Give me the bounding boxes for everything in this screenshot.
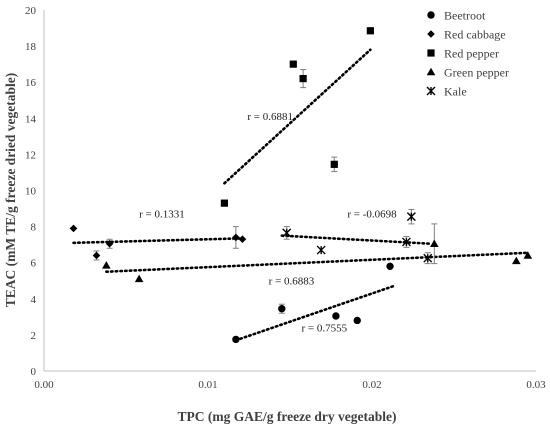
kale-point — [282, 228, 292, 238]
green-pepper-point — [102, 261, 111, 269]
red-cabbage-legend-marker — [427, 30, 435, 38]
beetroot-point — [278, 305, 286, 313]
x-tick-label: 0.03 — [526, 379, 546, 391]
red-cabbage-point — [232, 233, 240, 242]
beetroot-point — [332, 312, 340, 320]
x-tick-label: 0.01 — [198, 379, 217, 391]
beetroot-legend-label: Beetroot — [444, 9, 486, 23]
y-tick-label: 8 — [31, 222, 37, 234]
y-tick-label: 4 — [31, 294, 37, 306]
y-tick-label: 2 — [31, 330, 37, 342]
y-axis-title: TEAC (mM TE/g freeze dried vegetable) — [3, 73, 18, 308]
red-cabbage-point — [238, 235, 247, 244]
kale-point — [316, 245, 326, 255]
green-pepper-point — [430, 239, 439, 247]
red-pepper-legend-marker — [427, 49, 435, 57]
kale-legend-marker — [426, 86, 436, 96]
kale-point — [423, 253, 433, 263]
x-tick-label: 0.00 — [34, 379, 54, 391]
red-pepper-point — [330, 160, 338, 168]
red-cabbage-trendline — [72, 237, 244, 245]
beetroot-point — [353, 316, 361, 325]
beetroot-legend-marker — [427, 11, 435, 19]
beetroot-point — [232, 335, 240, 344]
kale-point — [406, 212, 416, 222]
legend: Beetroot Red cabbage Red pepper Green peppe… — [426, 9, 509, 99]
red-pepper-point — [289, 60, 297, 68]
y-tick-label: 16 — [25, 77, 37, 89]
green-pepper-trendline — [105, 251, 530, 274]
y-tick-label: 6 — [31, 258, 37, 270]
x-tick-label: 0.02 — [362, 379, 381, 391]
y-tick-label: 0 — [31, 366, 37, 378]
red-cabbage-point — [92, 251, 101, 260]
x-axis-ticks: 0.00 0.01 0.02 0.03 — [34, 379, 546, 391]
trendlines — [72, 48, 530, 342]
red-pepper-legend-label: Red pepper — [444, 47, 499, 61]
red-pepper-point — [366, 27, 374, 35]
x-axis-title: TPC (mg GAE/g freeze dry vegetable) — [177, 409, 396, 424]
kale-r-label: r = -0.0698 — [347, 209, 397, 221]
y-tick-label: 18 — [25, 41, 37, 53]
red-cabbage-r-label: r = 0.1331 — [139, 209, 185, 221]
green-pepper-legend-label: Green pepper — [444, 66, 509, 80]
red-pepper-point — [299, 74, 307, 83]
y-tick-label: 14 — [25, 113, 37, 125]
green-pepper-point — [523, 251, 533, 259]
red-pepper-point — [220, 199, 228, 207]
y-axis-ticks: 0 2 4 6 8 10 12 14 16 18 20 — [25, 5, 37, 378]
beetroot-trendline — [234, 284, 395, 342]
green-pepper-point — [512, 256, 521, 265]
error-bars — [93, 69, 438, 314]
red-cabbage-point — [105, 239, 114, 248]
red-pepper-r-label: r = 0.6881 — [247, 111, 293, 123]
kale-legend-label: Kale — [444, 85, 467, 99]
green-pepper-r-label: r = 0.6883 — [269, 275, 315, 287]
green-pepper-point — [134, 274, 144, 283]
kale-point — [401, 237, 411, 247]
red-cabbage-point — [69, 224, 78, 233]
correlation-labels: r = 0.7555 r = 0.1331 r = 0.6881 r = 0.6883… — [139, 111, 397, 334]
data-markers — [69, 27, 533, 344]
y-tick-label: 12 — [25, 149, 36, 161]
green-pepper-legend-marker — [426, 67, 436, 76]
red-pepper-trendline — [223, 48, 372, 185]
y-tick-label: 20 — [25, 5, 37, 17]
red-cabbage-legend-label: Red cabbage — [444, 28, 506, 42]
beetroot-r-label: r = 0.7555 — [301, 322, 347, 334]
y-tick-label: 10 — [25, 186, 37, 198]
beetroot-point — [386, 262, 394, 271]
plot-area: 0 2 4 6 8 10 12 14 16 18 20 0.00 0.01 0.02 0.03 r = 0… — [25, 5, 546, 391]
